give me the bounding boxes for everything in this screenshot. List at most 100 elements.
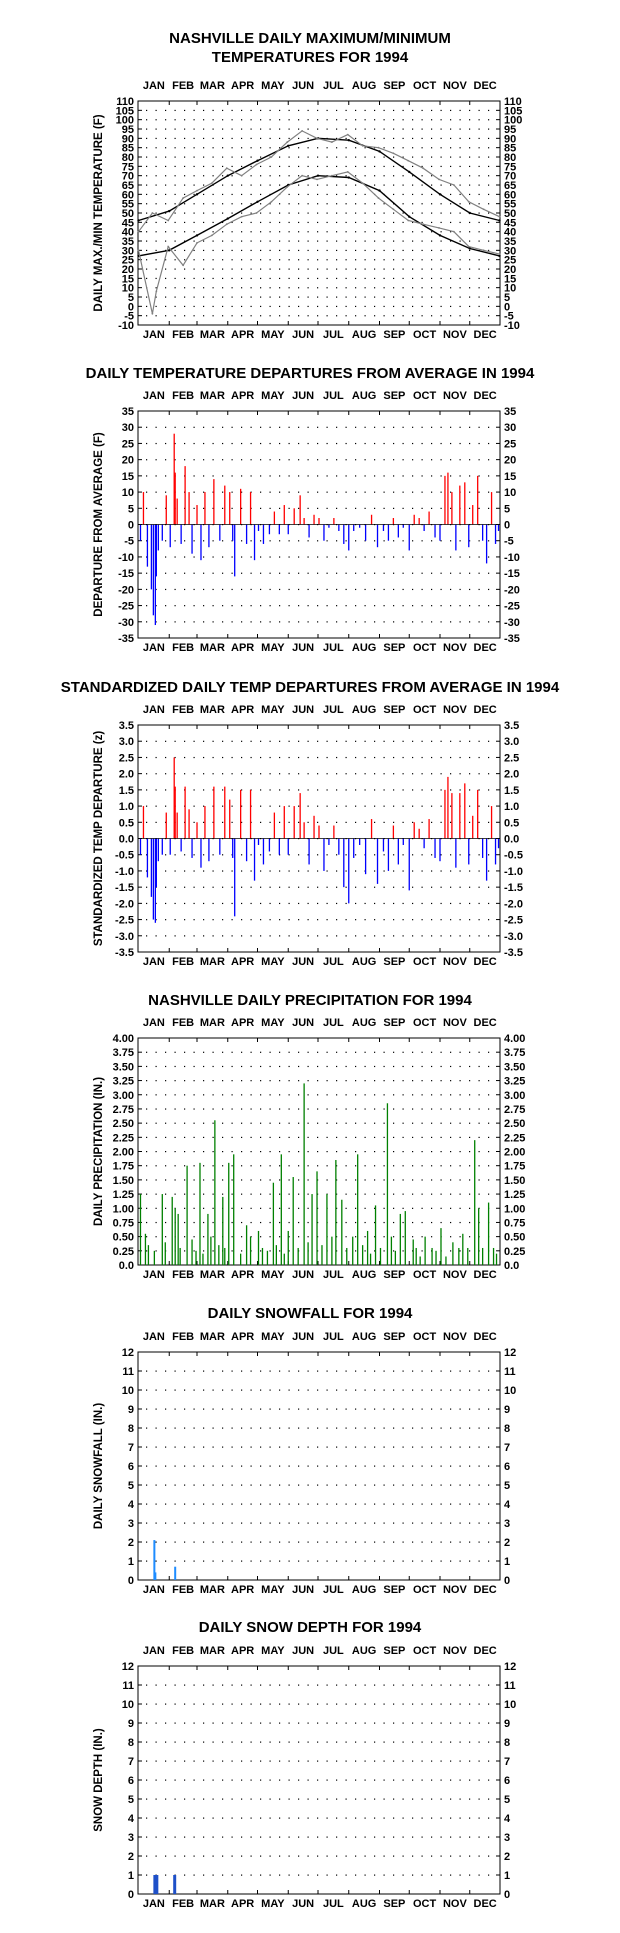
y-tick-label-right: 1 — [504, 1556, 510, 1568]
data-point — [438, 193, 442, 196]
month-label: JUN — [292, 1331, 314, 1343]
month-label: JUN — [292, 956, 314, 968]
y-tick-label-left: 3.75 — [113, 1047, 134, 1059]
month-label: FEB — [172, 1269, 194, 1281]
month-label: JUL — [323, 390, 344, 402]
month-label: AUG — [352, 1269, 376, 1281]
bar — [335, 1160, 337, 1265]
y-tick-label-left: 20 — [122, 455, 134, 467]
y-tick-label-left: 0.75 — [113, 1217, 134, 1229]
bar — [379, 1247, 382, 1265]
y-tick-label-right: 35 — [504, 406, 516, 418]
bar — [352, 1236, 354, 1265]
y-tick-label-right: 8 — [504, 1423, 510, 1435]
bar — [188, 809, 190, 839]
month-label: OCT — [413, 642, 437, 654]
bar — [165, 812, 167, 839]
month-label: APR — [231, 956, 254, 968]
data-point — [137, 230, 140, 233]
y-tick-label-right: 10 — [504, 1699, 516, 1711]
month-label: OCT — [413, 1584, 437, 1596]
data-point — [377, 146, 380, 149]
month-label: MAR — [200, 642, 225, 654]
data-point — [452, 230, 455, 233]
y-tick-label-left: 35 — [122, 236, 134, 248]
bar — [303, 518, 305, 525]
y-tick-label-left: 3.5 — [119, 720, 134, 732]
month-label: FEB — [172, 642, 194, 654]
y-tick-label-left: 6 — [128, 1461, 134, 1473]
bar — [392, 825, 395, 839]
y-tick-label-right: -35 — [504, 633, 520, 645]
y-tick-label-left: 85 — [122, 143, 134, 155]
y-tick-label-right: -5 — [504, 536, 514, 548]
month-label: APR — [231, 390, 254, 402]
data-point — [452, 184, 455, 186]
y-tick-label-right: -20 — [504, 584, 520, 596]
data-point — [286, 185, 289, 188]
month-label: JAN — [143, 1645, 165, 1657]
y-tick-label-right: 7 — [504, 1756, 510, 1768]
month-label: MAR — [200, 1584, 225, 1596]
bar — [161, 1194, 163, 1265]
y-tick-label-left: 0.25 — [113, 1246, 134, 1258]
bar — [468, 524, 470, 548]
bar — [321, 1245, 323, 1265]
y-tick-label-right: 7 — [504, 1442, 510, 1454]
y-tick-label-right: 25 — [504, 255, 516, 267]
bar — [174, 1875, 177, 1894]
bar — [156, 1875, 159, 1894]
month-label: NOV — [443, 1269, 468, 1281]
bar — [249, 492, 252, 525]
bar — [173, 433, 175, 525]
month-label: AUG — [352, 704, 376, 716]
month-label: DEC — [474, 1269, 497, 1281]
bar — [418, 518, 420, 525]
y-tick-label-left: 20 — [122, 264, 134, 276]
y-axis-label: DAILY SNOWFALL (IN.) — [93, 1403, 105, 1529]
y-tick-label-right: 5 — [504, 503, 510, 515]
bar — [146, 838, 149, 878]
y-tick-label-right: 105 — [504, 105, 522, 117]
bar — [492, 1247, 495, 1265]
month-label: AUG — [352, 1645, 376, 1657]
bar — [348, 838, 350, 904]
y-tick-label-left: 2.50 — [113, 1118, 134, 1130]
month-label: AUG — [352, 956, 376, 968]
y-tick-label-left: 12 — [122, 1661, 134, 1673]
grid-dots — [146, 1370, 490, 1562]
month-label: SEP — [383, 642, 405, 654]
month-label: MAY — [261, 1331, 285, 1343]
month-label: JUL — [323, 1017, 344, 1029]
y-tick-label-left: 25 — [122, 438, 134, 450]
bar — [287, 524, 289, 535]
y-tick-label-right: 9 — [504, 1404, 510, 1416]
bar — [333, 825, 335, 839]
bar — [459, 485, 461, 525]
y-tick-label-left: 55 — [122, 199, 134, 211]
bar — [287, 1230, 289, 1265]
month-label: JAN — [143, 1898, 165, 1910]
month-label: OCT — [413, 704, 437, 716]
y-tick-label-right: 20 — [504, 455, 516, 467]
bar — [292, 1177, 294, 1265]
bar — [208, 524, 210, 548]
y-tick-label-right: 2.25 — [504, 1132, 525, 1144]
y-tick-label-right: 4 — [504, 1813, 511, 1825]
data-point — [167, 219, 170, 222]
y-tick-label-right: 50 — [504, 208, 516, 220]
bar — [257, 1230, 260, 1265]
data-point — [210, 182, 213, 185]
bar — [452, 1242, 454, 1265]
month-label: JUL — [323, 642, 344, 654]
y-tick-label-left: 5 — [128, 503, 134, 515]
month-label: APR — [231, 1584, 254, 1596]
y-tick-label-right: 85 — [504, 143, 516, 155]
month-label: MAY — [261, 1269, 285, 1281]
bar — [331, 1236, 333, 1265]
data-point — [286, 141, 289, 143]
bar — [224, 786, 226, 839]
bar — [154, 838, 157, 923]
bar — [333, 518, 335, 525]
